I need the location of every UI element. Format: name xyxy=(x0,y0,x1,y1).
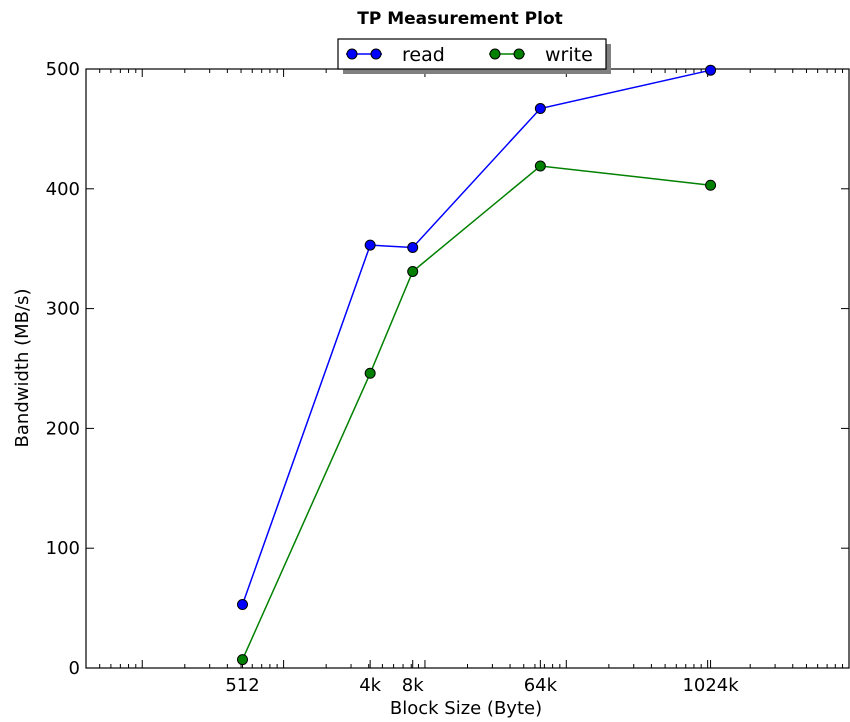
y-tick-label: 100 xyxy=(46,538,80,559)
legend: read write xyxy=(338,39,611,74)
y-tick-label: 0 xyxy=(69,658,80,679)
series-line-write xyxy=(243,166,711,660)
x-tick-label: 1024k xyxy=(682,675,739,696)
y-tick-label: 500 xyxy=(46,59,80,80)
legend-marker-read xyxy=(347,49,357,59)
x-axis-label: Block Size (Byte) xyxy=(390,698,542,719)
legend-label-write: write xyxy=(545,44,593,66)
plot-frame xyxy=(86,69,849,668)
legend-marker-write xyxy=(514,49,524,59)
data-point-write xyxy=(238,655,248,665)
data-point-write xyxy=(408,266,418,276)
y-tick-label: 400 xyxy=(46,179,80,200)
x-tick-label: 8k xyxy=(402,675,424,696)
x-tick-label: 64k xyxy=(524,675,558,696)
legend-marker-write xyxy=(490,49,500,59)
data-point-write xyxy=(365,368,375,378)
data-point-write xyxy=(706,180,716,190)
data-point-write xyxy=(535,161,545,171)
legend-marker-read xyxy=(371,49,381,59)
data-point-read xyxy=(535,104,545,114)
y-tick-label: 200 xyxy=(46,418,80,439)
data-point-read xyxy=(365,240,375,250)
data-point-read xyxy=(238,600,248,610)
x-tick-label: 4k xyxy=(359,675,381,696)
legend-label-read: read xyxy=(402,44,445,66)
data-point-read xyxy=(706,65,716,75)
series-line-read xyxy=(243,70,711,604)
x-axis-ticks: 512 4k 8k 64k 1024k xyxy=(225,660,739,696)
series-layer xyxy=(238,65,716,664)
chart-title: TP Measurement Plot xyxy=(357,9,563,29)
minor-ticks xyxy=(86,69,849,668)
x-tick-label: 512 xyxy=(225,675,259,696)
data-point-read xyxy=(408,243,418,253)
y-tick-label: 300 xyxy=(46,299,80,320)
y-axis-label: Bandwidth (MB/s) xyxy=(12,289,33,448)
y-axis-ticks: 0 100 200 300 400 500 xyxy=(46,59,849,679)
